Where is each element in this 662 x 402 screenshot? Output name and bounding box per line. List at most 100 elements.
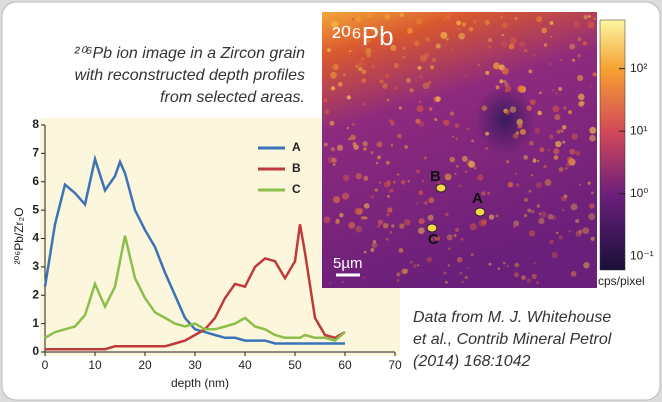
speckle [501,34,504,37]
speckle [505,109,510,115]
speckle [500,40,508,48]
speckle [528,69,533,74]
speckle [388,188,393,193]
speckle [426,256,433,263]
speckle [503,261,506,265]
speckle [399,223,405,229]
speckle [578,101,584,107]
speckle [344,27,351,35]
speckle [504,82,509,87]
y-axis-label: ²⁰⁶Pb/Zr₂O [12,207,26,264]
speckle [589,134,596,142]
speckle [327,48,331,52]
speckle [459,271,463,275]
speckle [589,203,595,209]
speckle [477,174,484,181]
speckle [412,263,417,268]
speckle [363,276,366,279]
speckle [351,47,357,54]
speckle [530,99,536,105]
speckle [375,161,379,165]
speckle [570,271,577,277]
speckle [363,203,370,209]
speckle [488,214,495,220]
speckle [549,20,554,25]
speckle [407,180,410,183]
speckle [415,17,423,25]
speckle [591,191,594,195]
speckle [558,167,564,173]
speckle [385,237,389,241]
speckle [382,83,388,89]
speckle [329,120,335,126]
speckle [414,40,420,47]
speckle [430,237,434,241]
data-line [44,235,346,342]
speckle [363,175,369,181]
speckle [485,42,488,45]
speckle [541,27,548,34]
speckle [399,12,404,18]
data-line [43,154,345,345]
speckle [488,38,493,43]
speckle [368,53,372,57]
speckle [578,93,585,101]
speckle [473,166,477,170]
speckle [547,213,554,220]
speckle [562,140,566,144]
point-marker [474,207,486,217]
speckle [471,139,475,143]
speckle [536,159,540,163]
speckle [366,53,370,58]
speckle [363,147,367,151]
speckle [412,26,415,29]
speckle [466,127,469,131]
speckle [575,150,581,156]
speckle [477,63,480,67]
speckle [443,119,450,126]
x-tick-label: 70 [388,358,402,372]
speckle [530,173,534,177]
speckle [427,214,434,221]
speckle [338,82,343,87]
speckle [416,169,420,174]
speckle [356,208,363,215]
speckle [555,140,562,148]
speckle [369,25,377,32]
speckle [390,44,397,51]
speckle [458,184,462,188]
speckle [386,180,392,185]
speckle [362,140,368,147]
speckle [371,64,375,69]
speckle [467,266,470,269]
speckle [425,53,430,58]
speckle [556,129,561,134]
speckle [583,262,590,269]
speckle [386,212,390,217]
speckle [554,114,561,121]
speckle [417,66,422,70]
point-marker [426,223,438,233]
speckle [464,170,468,173]
speckle [514,172,518,176]
speckle [547,148,551,152]
speckle [418,100,422,104]
speckle [549,239,554,245]
scale-bar-label: 5µm [333,255,362,272]
speckle [427,80,432,85]
speckle [568,230,571,233]
speckle [415,201,418,205]
speckle [330,86,336,91]
speckle [544,179,552,186]
speckle [485,147,488,150]
speckle [347,25,352,30]
speckle [346,95,351,100]
speckle [402,47,406,50]
speckle [460,237,464,241]
chart-title: with reconstructed depth profiles [75,67,305,84]
speckle [370,195,375,199]
speckle [349,134,356,141]
speckle [543,164,547,169]
speckle [398,248,404,253]
speckle [346,51,351,56]
